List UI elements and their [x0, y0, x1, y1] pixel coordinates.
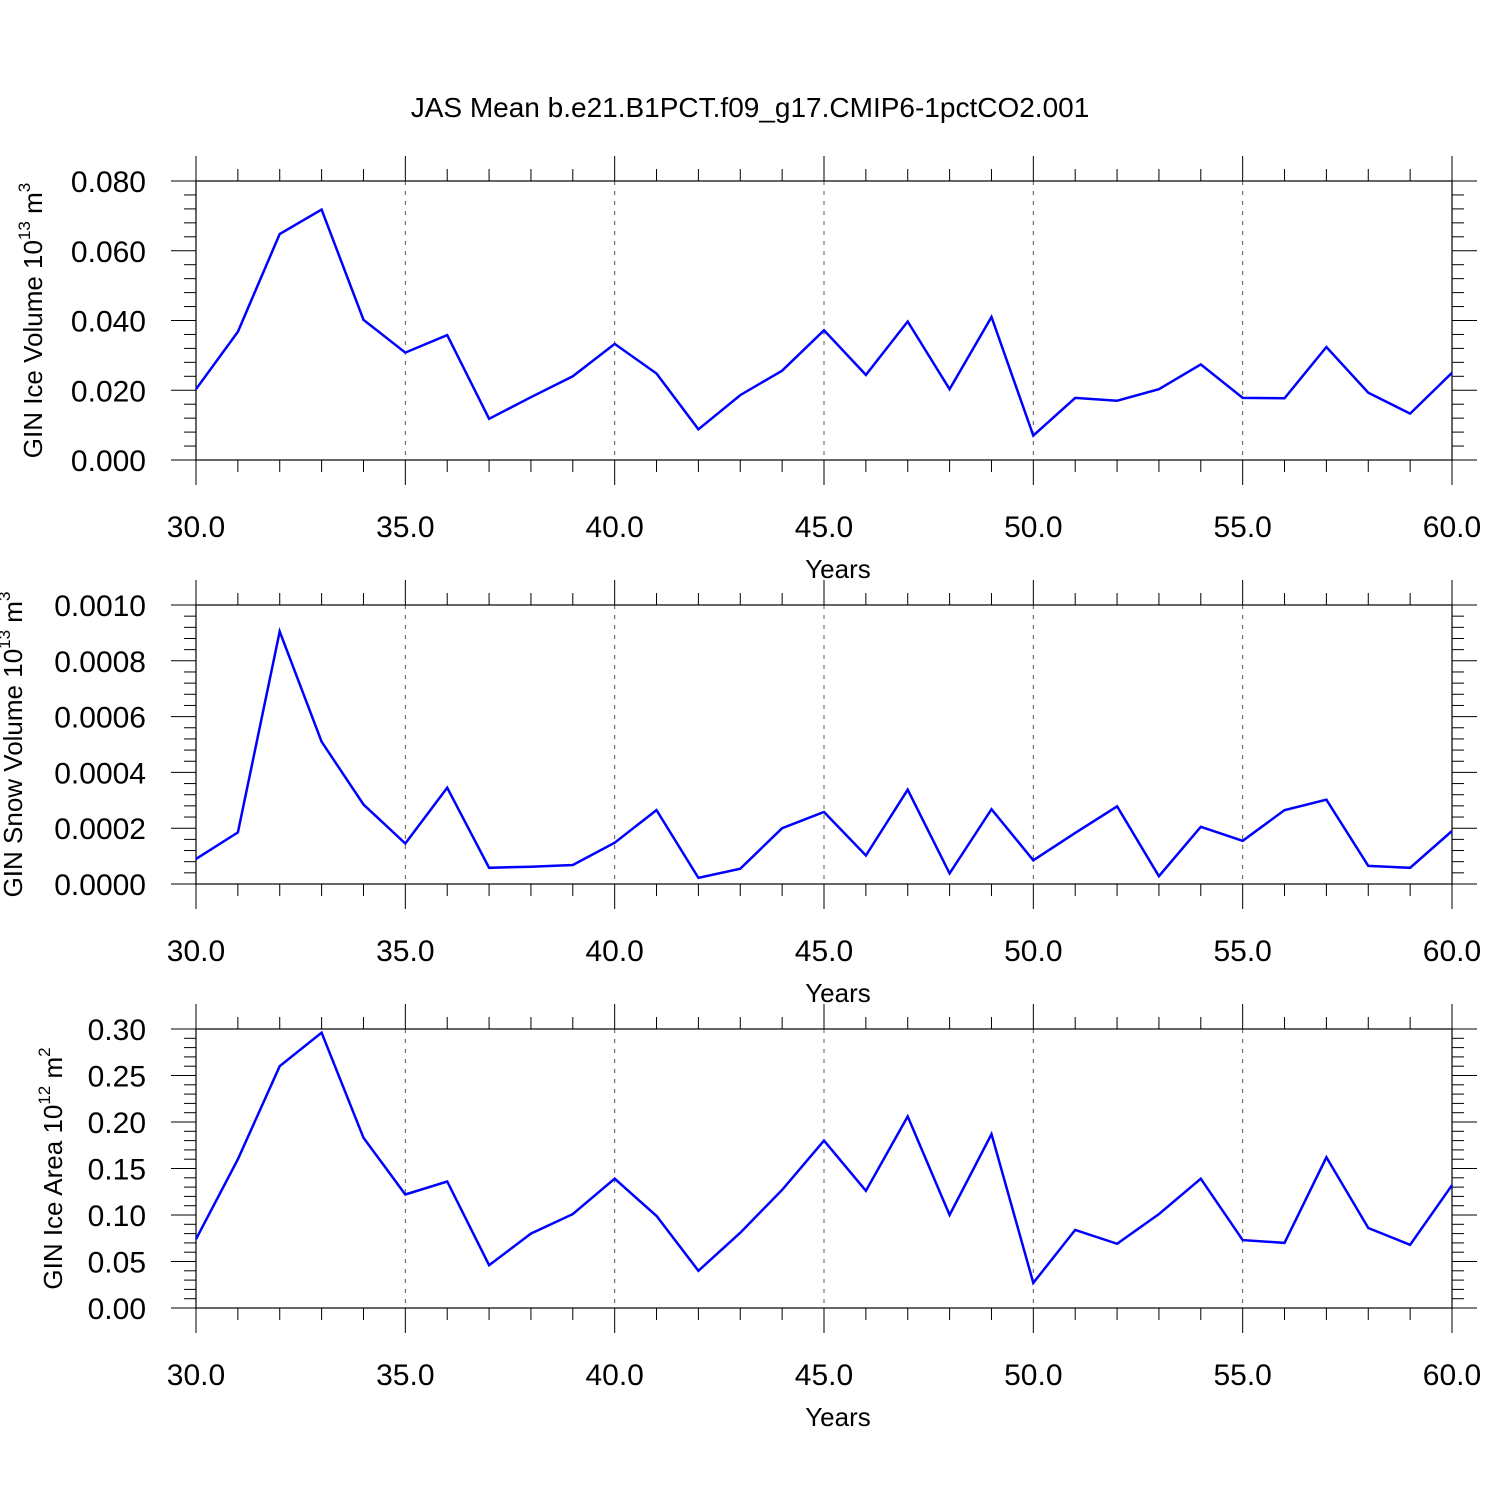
y-tick-label: 0.15 [88, 1154, 146, 1187]
series-line [194, 207, 1453, 438]
x-tick-label: 50.0 [1004, 1359, 1062, 1392]
y-tick-label: 0.000 [71, 445, 146, 478]
x-tick-label: 45.0 [795, 511, 853, 544]
x-tick-label: 30.0 [167, 1359, 225, 1392]
y-tick-label: 0.0000 [54, 869, 146, 902]
x-tick-label: 55.0 [1213, 935, 1271, 968]
y-tick-label: 0.040 [71, 306, 146, 339]
y-tick-label: 0.0006 [54, 702, 146, 735]
x-tick-label: 35.0 [376, 511, 434, 544]
y-tick-label: 0.080 [71, 166, 146, 199]
x-tick-label: 50.0 [1004, 935, 1062, 968]
x-tick-label: 40.0 [585, 935, 643, 968]
y-axis-title: GIN Ice Volume 1013 m3 [15, 183, 48, 459]
y-tick-label: 0.0004 [54, 757, 146, 790]
x-tick-label: 60.0 [1423, 511, 1481, 544]
x-tick-label: 45.0 [795, 935, 853, 968]
ice-area-panel: 30.0 35.0 40.0 45.0 50.0 55.0 60.0 0.00 0.05 0.10… [35, 1004, 1481, 1432]
y-tick-label: 0.10 [88, 1200, 146, 1233]
y-tick-label: 0.020 [71, 375, 146, 408]
x-tick-label: 60.0 [1423, 935, 1481, 968]
x-axis-title: Years [805, 554, 871, 584]
chart-title: JAS Mean b.e21.B1PCT.f09_g17.CMIP6-1pctC… [411, 92, 1090, 123]
y-axis-title: GIN Snow Volume 1013 m3 [0, 592, 28, 898]
x-axis-title: Years [805, 978, 871, 1008]
x-axis-title: Years [805, 1402, 871, 1432]
x-tick-label: 30.0 [167, 511, 225, 544]
x-tick-label: 55.0 [1213, 1359, 1271, 1392]
x-tick-label: 45.0 [795, 1359, 853, 1392]
series-line [194, 1030, 1454, 1286]
x-tick-label: 40.0 [585, 1359, 643, 1392]
y-tick-label: 0.0002 [54, 813, 146, 846]
y-tick-label: 0.060 [71, 236, 146, 269]
snow-volume-panel: 30.0 35.0 40.0 45.0 50.0 55.0 60.0 0.0000 0.0002… [0, 580, 1481, 1008]
ice-volume-panel: 30.0 35.0 40.0 45.0 50.0 55.0 60.0 0.000 0.020 0.… [15, 156, 1481, 584]
y-tick-label: 0.00 [88, 1293, 146, 1326]
y-tick-label: 0.25 [88, 1061, 146, 1094]
x-tick-label: 30.0 [167, 935, 225, 968]
x-tick-label: 35.0 [376, 935, 434, 968]
y-tick-label: 0.30 [88, 1014, 146, 1047]
y-tick-label: 0.20 [88, 1107, 146, 1140]
y-tick-label: 0.0010 [54, 590, 146, 623]
x-tick-label: 40.0 [585, 511, 643, 544]
y-tick-label: 0.0008 [54, 646, 146, 679]
x-tick-label: 50.0 [1004, 511, 1062, 544]
x-tick-label: 55.0 [1213, 511, 1271, 544]
x-tick-label: 60.0 [1423, 1359, 1481, 1392]
y-tick-label: 0.05 [88, 1247, 146, 1280]
series-line [195, 627, 1453, 880]
y-axis-title: GIN Ice Area 1012 m2 [35, 1047, 68, 1289]
x-tick-label: 35.0 [376, 1359, 434, 1392]
